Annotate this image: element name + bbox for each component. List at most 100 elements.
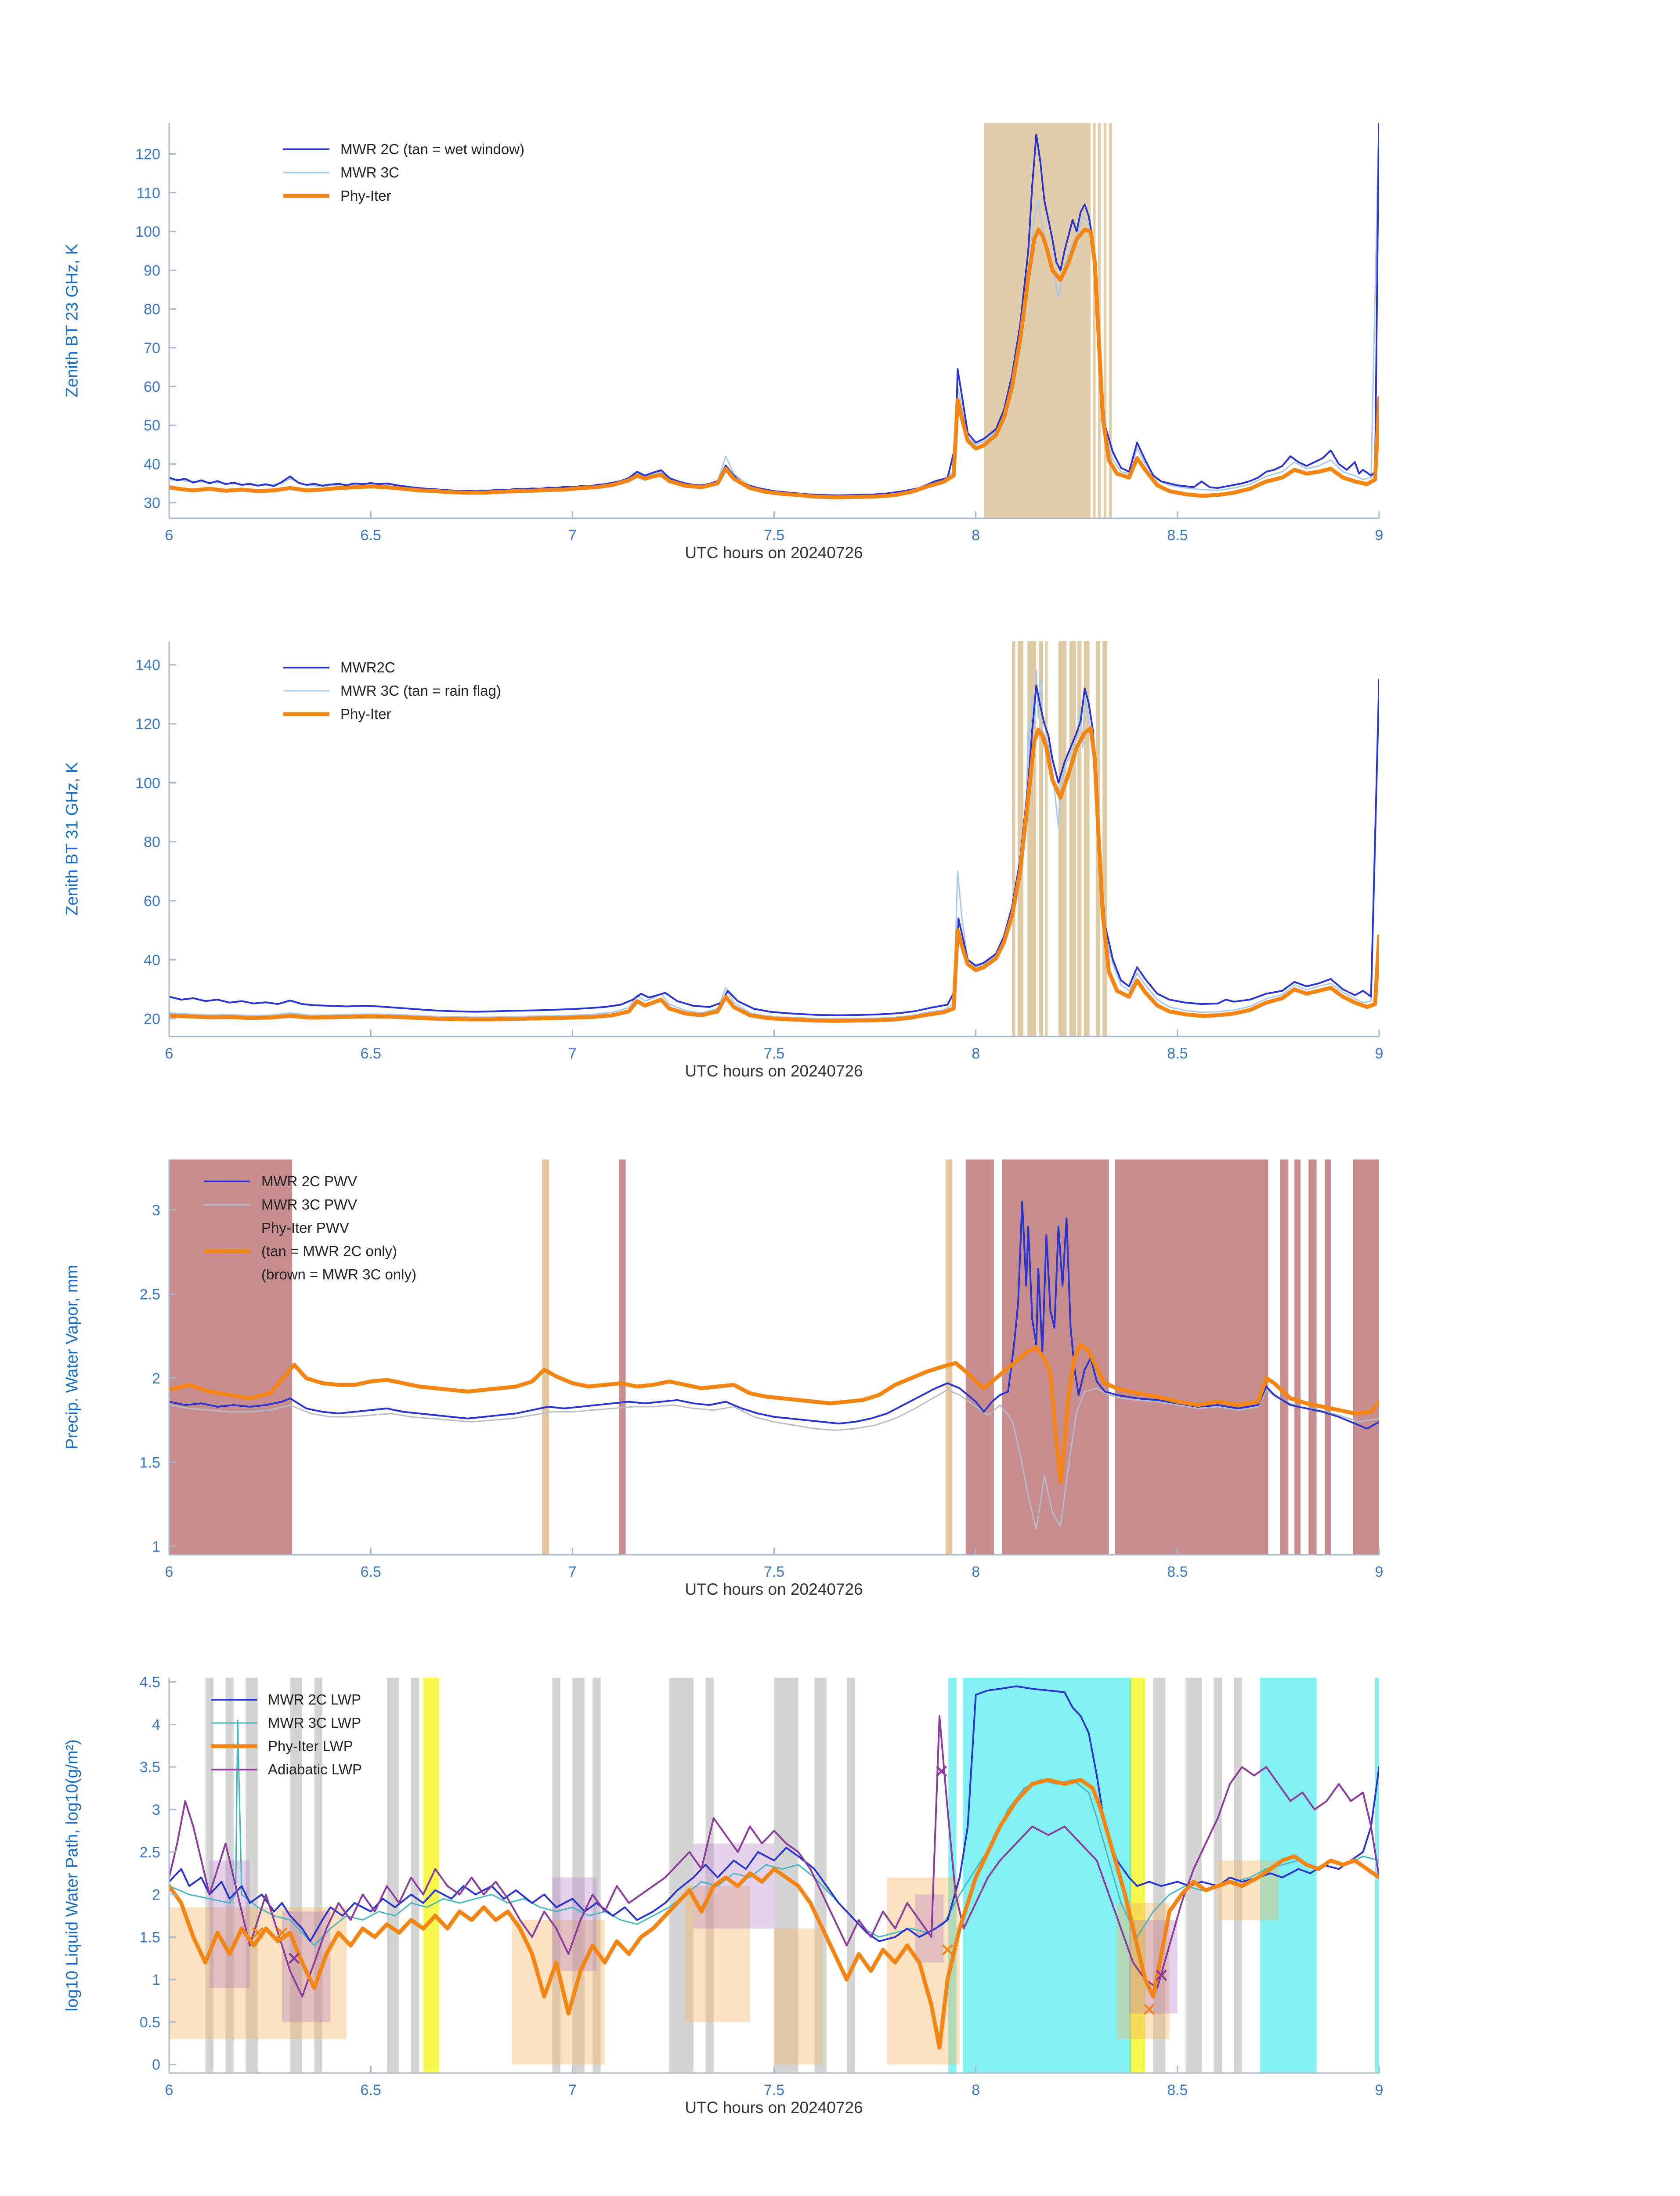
legend-label: MWR 3C bbox=[340, 164, 399, 181]
series-mwr-2c-pwv bbox=[169, 1200, 1379, 1430]
y-tick-label: 100 bbox=[135, 224, 160, 240]
highlight-band bbox=[1260, 1678, 1317, 2073]
legend-label: Phy-Iter bbox=[340, 706, 391, 722]
x-tick-label: 8 bbox=[972, 2082, 980, 2098]
uncertainty-area bbox=[685, 1886, 750, 2022]
legend-label: Phy-Iter PWV bbox=[261, 1220, 349, 1236]
highlight-band bbox=[705, 1678, 714, 2073]
highlight-band bbox=[945, 1159, 953, 1555]
x-tick-label: 7 bbox=[568, 527, 577, 544]
x-marker bbox=[942, 1944, 953, 1955]
legend-label: MWR 2C LWP bbox=[268, 1691, 361, 1708]
highlight-band bbox=[1058, 641, 1067, 1037]
highlight-band bbox=[984, 123, 1091, 518]
highlight-band bbox=[814, 1678, 827, 2073]
y-tick-label: 60 bbox=[144, 379, 160, 395]
x-tick-label: 6.5 bbox=[361, 1045, 381, 1062]
y-tick-label: 40 bbox=[144, 952, 160, 968]
y-tick-label: 1 bbox=[152, 1539, 160, 1555]
highlight-band bbox=[1129, 1678, 1145, 2073]
highlight-band bbox=[572, 1678, 585, 2073]
x-tick-label: 7 bbox=[568, 1045, 577, 1062]
y-tick-label: 2 bbox=[152, 1370, 160, 1387]
chart-pwv: 6 6.5 7 7.5 8 8.5 9 1 1.5 2 2.5 3 MWR 2C PWV MWR 3C P… bbox=[140, 1159, 1384, 1580]
x-marker bbox=[276, 1927, 288, 1939]
highlight-band bbox=[1280, 1159, 1289, 1555]
highlight-band bbox=[1353, 1159, 1379, 1555]
highlight-band bbox=[1018, 641, 1024, 1037]
legend-label: Phy-Iter bbox=[340, 188, 391, 204]
legend-label: MWR 3C PWV bbox=[261, 1196, 357, 1213]
series-phy-iter bbox=[169, 228, 1379, 499]
highlight-band bbox=[423, 1678, 440, 2073]
y-tick-label: 110 bbox=[137, 185, 160, 202]
series-phy-iter-pwv bbox=[169, 1342, 1379, 1484]
legend: MWR 2C PWV MWR 3C PWV Phy-Iter PWV (tan = M… bbox=[204, 1173, 416, 1282]
x-tick-label: 9 bbox=[1375, 1045, 1384, 1062]
legend: MWR2C MWR 3C (tan = rain flag) Phy-Iter bbox=[283, 659, 501, 722]
y-tick-label: 3.5 bbox=[140, 1759, 160, 1776]
highlight-band bbox=[1012, 641, 1015, 1037]
y-axis-label: Precip. Water Vapor, mm bbox=[63, 1264, 82, 1450]
highlight-band bbox=[225, 1678, 234, 2073]
series-phy-iter-lwp bbox=[169, 1777, 1379, 2050]
y-tick-label: 1.5 bbox=[140, 1454, 160, 1471]
x-tick-label: 7.5 bbox=[764, 1564, 784, 1580]
series-mwr-3c bbox=[169, 670, 1379, 1020]
highlight-band bbox=[1115, 1159, 1268, 1555]
series-adiabatic-lwp bbox=[169, 1715, 1379, 1997]
highlight-band bbox=[1038, 641, 1043, 1037]
uncertainty-area bbox=[915, 1894, 944, 1963]
x-tick-label: 8.5 bbox=[1167, 2082, 1188, 2098]
highlight-band bbox=[1045, 641, 1048, 1037]
x-marker bbox=[1156, 1969, 1167, 1981]
highlight-band bbox=[593, 1678, 601, 2073]
x-tick-label: 9 bbox=[1375, 1564, 1384, 1580]
panel-dq-flag: 66.577.588.590246810 MWR Phy Iter DQ Fla… bbox=[0, 2117, 1680, 2196]
y-axis-label: Zenith BT 23 GHz, K bbox=[63, 244, 82, 397]
highlight-band bbox=[1077, 641, 1082, 1037]
x-tick-label: 6 bbox=[165, 527, 173, 544]
legend-label: (brown = MWR 3C only) bbox=[261, 1266, 416, 1282]
series-mwr-2c bbox=[169, 123, 1379, 496]
y-tick-label: 90 bbox=[144, 262, 160, 279]
y-tick-label: 80 bbox=[144, 834, 160, 851]
y-axis-label: Zenith BT 31 GHz, K bbox=[63, 762, 82, 916]
x-tick-label: 6 bbox=[165, 2082, 173, 2098]
x-axis-label: UTC hours on 20240726 bbox=[685, 2098, 863, 2117]
chart-bt23: 6 6.5 7 7.5 8 8.5 9 30 40 50 60 70 80 90 100 110 120 MWR … bbox=[135, 123, 1383, 544]
y-tick-label: 120 bbox=[135, 146, 160, 163]
y-tick-label: 1 bbox=[152, 1972, 160, 1988]
panel-bt31: 6 6.5 7 7.5 8 8.5 9 20 40 60 80 100 120 140 MWR2C MWR 3… bbox=[0, 562, 1680, 1080]
x-tick-label: 8.5 bbox=[1167, 527, 1188, 544]
uncertainty-area bbox=[209, 1860, 250, 1988]
x-axis-label: UTC hours on 20240726 bbox=[685, 1580, 863, 1598]
uncertainty-area bbox=[552, 1877, 597, 1971]
x-axis-label: UTC hours on 20240726 bbox=[685, 1062, 863, 1080]
uncertainty-area bbox=[774, 1928, 823, 2065]
y-axis-label: log10 Liquid Water Path, log10(g/m²) bbox=[63, 1739, 82, 2012]
y-tick-label: 50 bbox=[144, 417, 160, 434]
legend-label: (tan = MWR 2C only) bbox=[261, 1243, 397, 1259]
highlight-band bbox=[965, 1159, 994, 1555]
legend: MWR 2C (tan = wet window) MWR 3C Phy-Iter bbox=[283, 141, 524, 204]
y-tick-label: 2.5 bbox=[140, 1286, 160, 1303]
chart-dq-flag: 66.577.588.590246810 bbox=[0, 2117, 1680, 2196]
legend: MWR 2C LWP MWR 3C LWP Phy-Iter LWP Adiabati… bbox=[211, 1691, 362, 1777]
highlight-band bbox=[1308, 1159, 1317, 1555]
legend-label: MWR2C bbox=[340, 659, 395, 675]
y-tick-label: 4 bbox=[152, 1716, 160, 1733]
bands-layer bbox=[169, 1678, 1379, 2073]
legend-label: MWR 3C (tan = rain flag) bbox=[340, 683, 501, 699]
highlight-band bbox=[542, 1159, 549, 1555]
y-tick-label: 60 bbox=[144, 893, 160, 910]
highlight-band bbox=[1109, 123, 1112, 518]
y-tick-label: 0.5 bbox=[140, 2014, 160, 2031]
y-tick-label: 80 bbox=[144, 301, 160, 318]
highlight-band bbox=[411, 1678, 419, 2073]
highlight-band bbox=[1325, 1159, 1331, 1555]
axes bbox=[168, 1159, 1380, 1556]
x-tick-label: 8.5 bbox=[1167, 1045, 1188, 1062]
series-layer bbox=[169, 1685, 1379, 2050]
highlight-band bbox=[387, 1678, 399, 2073]
